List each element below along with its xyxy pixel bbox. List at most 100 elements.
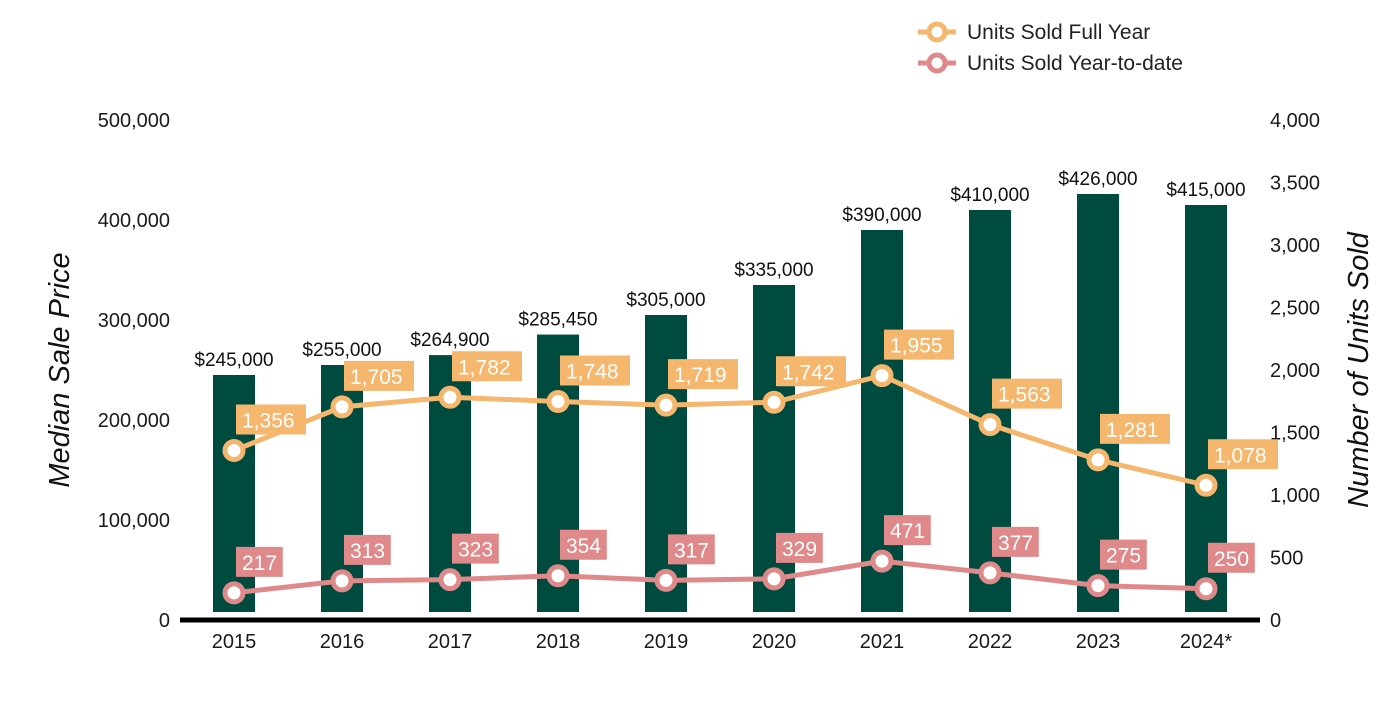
point-label-series-1-2024*: 1,078 <box>1214 444 1267 467</box>
y2-tick-label: 3,500 <box>1270 173 1320 195</box>
bar-label-2017: $264,900 <box>410 330 489 351</box>
point-label-bg <box>344 534 391 565</box>
point-label-bg <box>992 378 1062 409</box>
point-label-bg <box>1208 439 1278 470</box>
bar-label-2019: $305,000 <box>626 290 705 311</box>
y2-tick-label: 2,000 <box>1270 360 1320 382</box>
point-label-bg <box>1100 539 1147 570</box>
y2-axis-title: Number of Units Sold <box>1343 231 1375 507</box>
bar-label-2016: $255,000 <box>302 340 381 361</box>
x-tick-label: 2016 <box>320 631 365 653</box>
point-series-1-2021 <box>870 364 894 388</box>
point-label-series-1-2021: 1,955 <box>890 335 943 358</box>
y-tick-label: 300,000 <box>98 310 170 332</box>
point-series-1-2020 <box>762 390 786 414</box>
bar-2021 <box>861 230 903 612</box>
point-series-2-2018 <box>546 564 570 588</box>
point-label-bg <box>236 546 283 577</box>
point-series-2-2017 <box>438 568 462 592</box>
point-label-series-1-2016: 1,705 <box>350 366 403 389</box>
point-label-series-1-2019: 1,719 <box>674 364 727 387</box>
point-label-series-2-2020: 329 <box>782 538 817 561</box>
point-label-bg <box>776 356 846 387</box>
y2-tick-label: 2,500 <box>1270 298 1320 320</box>
point-series-1-2024* <box>1194 473 1218 497</box>
bar-label-2022: $410,000 <box>950 185 1029 206</box>
y-tick-label: 0 <box>159 610 170 632</box>
y-axis-title: Median Sale Price <box>44 252 76 487</box>
line-series-2 <box>233 558 1207 596</box>
point-series-1-2023 <box>1086 448 1110 472</box>
x-tick-label: 2018 <box>536 631 581 653</box>
bar-2020 <box>753 285 795 612</box>
point-label-series-2-2023: 275 <box>1106 545 1141 568</box>
point-series-2-2024* <box>1194 577 1218 601</box>
point-label-series-1-2020: 1,742 <box>782 361 835 384</box>
point-label-bg <box>560 355 630 386</box>
y2-tick-label: 3,000 <box>1270 235 1320 257</box>
line-series-1 <box>233 373 1207 488</box>
legend-item-ytd: Units Sold Year-to-date <box>918 52 1183 75</box>
point-label-bg <box>236 404 306 435</box>
point-series-2-2021 <box>870 549 894 573</box>
point-label-series-2-2021: 471 <box>890 520 925 543</box>
bar-labels-group: $245,000 $255,000 $264,900 $285,450 $305,000… <box>194 169 1245 371</box>
point-label-bg <box>1100 413 1170 444</box>
left-axis-ticks: 0 100,000 200,000 300,000 400,000 500,000 <box>98 110 170 632</box>
legend-label-ytd: Units Sold Year-to-date <box>967 52 1183 75</box>
point-label-bg <box>344 360 414 391</box>
point-label-series-2-2016: 313 <box>350 540 385 563</box>
point-series-2-2016 <box>330 569 354 593</box>
point-label-bg <box>1208 542 1255 573</box>
point-series-2-2020 <box>762 567 786 591</box>
x-tick-label: 2020 <box>752 631 797 653</box>
point-series-2-2015 <box>222 581 246 605</box>
point-series-1-2016 <box>330 395 354 419</box>
point-label-series-1-2022: 1,563 <box>998 384 1051 407</box>
point-label-bg <box>452 351 522 382</box>
x-tick-label: 2019 <box>644 631 689 653</box>
point-label-series-2-2018: 354 <box>566 535 601 558</box>
point-label-series-2-2015: 217 <box>242 552 277 575</box>
point-label-series-2-2024*: 250 <box>1214 548 1249 571</box>
point-label-bg <box>668 359 738 390</box>
point-series-2-2023 <box>1086 574 1110 598</box>
point-label-series-2-2019: 317 <box>674 539 709 562</box>
point-series-1-2019 <box>654 393 678 417</box>
y2-tick-label: 0 <box>1270 610 1281 632</box>
bar-label-2015: $245,000 <box>194 350 273 371</box>
legend-item-full-year: Units Sold Full Year <box>918 21 1150 44</box>
x-tick-label: 2023 <box>1076 631 1121 653</box>
x-tick-label: 2021 <box>860 631 905 653</box>
point-series-2-2022 <box>978 561 1002 585</box>
bar-label-2021: $390,000 <box>842 205 921 226</box>
point-series-2-2019 <box>654 568 678 592</box>
y-tick-label: 400,000 <box>98 210 170 232</box>
point-series-1-2022 <box>978 413 1002 437</box>
right-axis-ticks: 0 500 1,000 1,500 2,000 2,500 3,000 3,500 4,000 <box>1270 110 1320 632</box>
point-label-series-1-2023: 1,281 <box>1106 419 1159 442</box>
bar-label-2018: $285,450 <box>518 310 597 331</box>
x-tick-label: 2015 <box>212 631 257 653</box>
point-label-series-1-2018: 1,748 <box>566 361 619 384</box>
y-tick-label: 100,000 <box>98 510 170 532</box>
point-label-bg <box>776 532 823 563</box>
y-tick-label: 500,000 <box>98 110 170 132</box>
x-tick-label: 2024* <box>1180 631 1232 653</box>
point-label-bg <box>452 533 499 564</box>
point-label-series-1-2015: 1,356 <box>242 410 295 433</box>
legend-marker-ytd <box>926 52 948 74</box>
point-label-bg <box>668 534 715 565</box>
point-label-bg <box>884 329 954 360</box>
legend-label-full-year: Units Sold Full Year <box>967 21 1150 44</box>
x-tick-label: 2017 <box>428 631 473 653</box>
legend: Units Sold Full Year Units Sold Year-to-… <box>918 21 1183 75</box>
bar-label-2023: $426,000 <box>1058 169 1137 190</box>
bar-label-2024*: $415,000 <box>1166 180 1245 201</box>
bar-label-2020: $335,000 <box>734 260 813 281</box>
point-label-series-2-2022: 377 <box>998 532 1033 555</box>
x-axis-ticks: 2015 2016 2017 2018 2019 2020 2021 2022 2023 2024… <box>212 631 1233 653</box>
y2-tick-label: 1,500 <box>1270 423 1320 445</box>
